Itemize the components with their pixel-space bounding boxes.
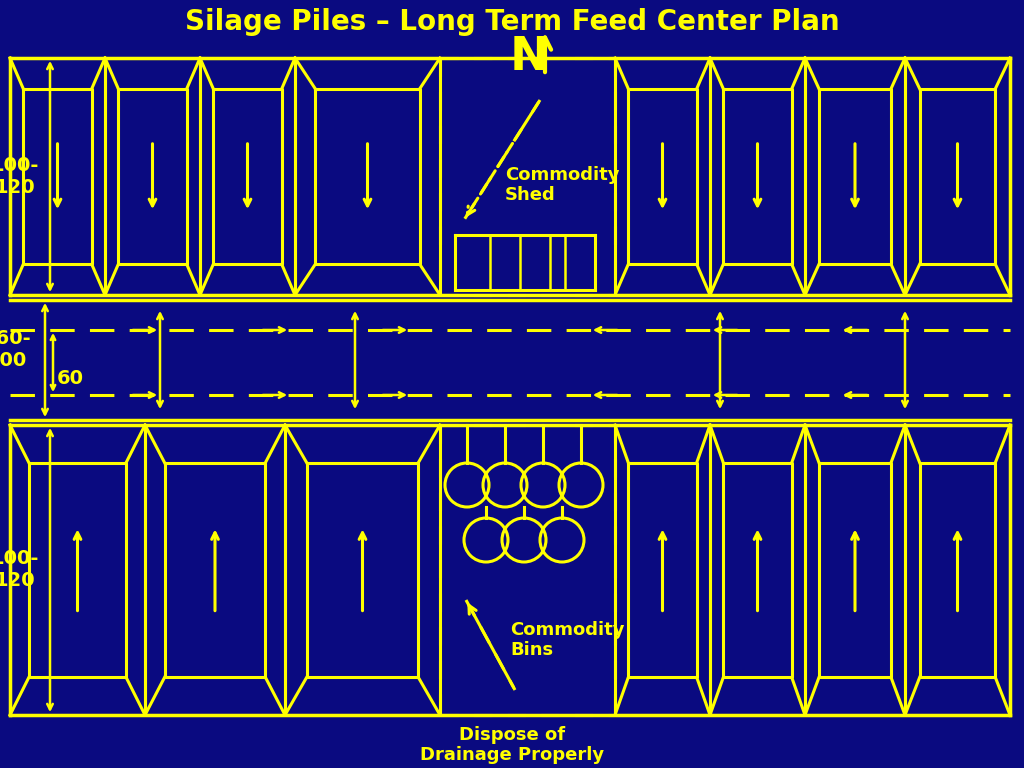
Text: Commodity
Bins: Commodity Bins <box>510 621 625 660</box>
Text: 100-
120: 100- 120 <box>0 549 39 591</box>
Text: Dispose of
Drainage Properly: Dispose of Drainage Properly <box>420 726 604 764</box>
Text: Commodity
Shed: Commodity Shed <box>505 166 620 204</box>
Text: 260-
300: 260- 300 <box>0 329 32 370</box>
Text: 60: 60 <box>56 369 84 388</box>
Text: N: N <box>509 35 549 80</box>
Text: 100-
120: 100- 120 <box>0 156 39 197</box>
Text: Silage Piles – Long Term Feed Center Plan: Silage Piles – Long Term Feed Center Pla… <box>184 8 840 36</box>
